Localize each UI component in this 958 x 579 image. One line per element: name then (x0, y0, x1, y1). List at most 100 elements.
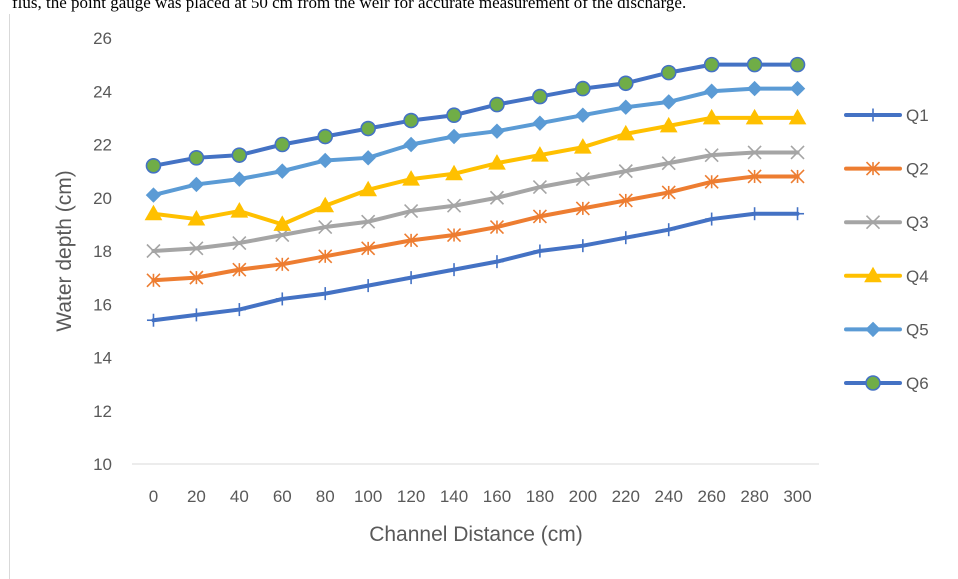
caption-fragment: flus, the point gauge was placed at 50 c… (0, 0, 958, 15)
legend-item-q1: Q1 (844, 106, 929, 125)
legend: Q1 Q2 Q3 Q4 Q5 Q6 (844, 106, 929, 393)
y-tick-label: 10 (93, 455, 112, 474)
data-point-q6 (360, 120, 376, 137)
data-point-q4 (144, 204, 163, 221)
y-axis-title: Water depth (cm) (53, 170, 76, 331)
data-point-q6 (617, 75, 634, 92)
x-tick-label: 200 (569, 487, 597, 506)
y-tick-label: 22 (93, 136, 112, 155)
legend-label: Q2 (906, 160, 929, 179)
series-layer (144, 56, 807, 327)
data-point-q3-d2 (747, 145, 762, 160)
data-point-q4 (616, 124, 635, 141)
data-point-q3-d2 (489, 190, 505, 205)
legend-label: Q5 (906, 320, 929, 339)
data-point-q6 (274, 136, 291, 153)
data-point-q3-d2 (575, 172, 590, 187)
x-tick-label: 80 (316, 487, 335, 506)
x-tick-label: 220 (612, 487, 640, 506)
data-point-q6 (575, 80, 591, 97)
data-point-q6 (145, 158, 162, 174)
x-tick-label: 60 (273, 487, 292, 506)
data-point-q6 (317, 128, 334, 145)
data-point-q3-d2 (404, 203, 419, 219)
data-point-q3-d2 (618, 164, 633, 179)
data-point-q5 (703, 83, 720, 99)
series-q3 (146, 145, 805, 259)
data-point-q3-d2 (146, 243, 161, 259)
data-point-q5 (360, 150, 376, 166)
data-point-q4 (573, 138, 592, 154)
series-q2 (146, 169, 805, 288)
x-tick-label: 280 (740, 487, 768, 506)
series-q1 (146, 207, 805, 327)
x-axis-title: Channel Distance (cm) (369, 523, 583, 546)
series-line-q6 (151, 62, 800, 168)
x-tick-label: 240 (655, 487, 683, 506)
data-point-q6 (746, 56, 763, 73)
x-tick-label: 20 (187, 487, 206, 506)
data-point-q6 (446, 107, 462, 124)
legend-marker (865, 321, 881, 338)
data-point-q4 (488, 154, 506, 170)
data-point-q6 (489, 96, 505, 113)
legend-item-q4: Q4 (844, 266, 929, 286)
data-point-q5 (403, 136, 419, 153)
y-tick-label: 16 (93, 295, 112, 314)
data-point-q5 (274, 163, 290, 179)
chart-frame (9, 14, 958, 579)
data-point-q5 (489, 123, 505, 139)
legend-marker (865, 375, 881, 391)
data-point-q5 (145, 187, 162, 203)
legend-label: Q3 (906, 213, 929, 232)
x-tick-label: 120 (397, 487, 425, 506)
series-q4 (144, 108, 807, 231)
data-point-q5 (188, 176, 205, 193)
y-tick-label: 24 (93, 82, 112, 101)
x-tick-label: 140 (440, 487, 468, 506)
data-point-q5 (789, 80, 806, 97)
series-line-q3 (151, 150, 800, 253)
data-point-q5 (661, 94, 677, 110)
data-point-q3-d2 (232, 235, 247, 251)
data-point-q5 (618, 99, 634, 115)
data-point-q3-d2 (532, 180, 547, 195)
data-point-q6 (188, 150, 205, 166)
data-point-q3-d2 (446, 198, 462, 213)
legend-item-q5: Q5 (844, 320, 929, 339)
data-point-q3-d2 (704, 148, 719, 163)
legend-marker (864, 266, 882, 283)
legend-label: Q1 (906, 106, 929, 125)
data-point-q5 (231, 171, 248, 187)
data-point-q6 (660, 64, 677, 81)
data-point-q4 (359, 180, 378, 197)
legend-item-q6: Q6 (844, 374, 929, 393)
data-point-q4 (659, 116, 678, 133)
x-tick-label: 300 (783, 487, 811, 506)
legend-label: Q4 (906, 267, 929, 286)
y-tick-label: 12 (93, 402, 112, 421)
x-tick-label: 100 (354, 487, 382, 506)
data-point-q6 (703, 56, 720, 73)
legend-label: Q6 (906, 374, 929, 393)
legend-item-q2: Q2 (844, 160, 929, 179)
data-point-q4 (445, 164, 463, 181)
caption-text: flus, the point gauge was placed at 50 c… (12, 0, 687, 12)
data-point-q4 (788, 108, 807, 125)
data-point-q5 (317, 152, 333, 169)
x-tick-label: 180 (526, 487, 554, 506)
data-point-q3-d2 (189, 241, 204, 256)
data-point-q6 (403, 112, 419, 129)
data-point-q4 (531, 146, 549, 162)
legend-marker-d2 (865, 215, 881, 230)
y-tick-label: 26 (93, 29, 112, 48)
x-tick-label: 160 (483, 487, 511, 506)
series-line-q5 (151, 86, 800, 198)
data-point-q4 (230, 202, 249, 218)
data-point-q3-d2 (318, 219, 333, 235)
data-point-q3-d2 (790, 145, 805, 160)
series-line-q2 (151, 174, 800, 283)
y-tick-label: 18 (93, 242, 112, 261)
